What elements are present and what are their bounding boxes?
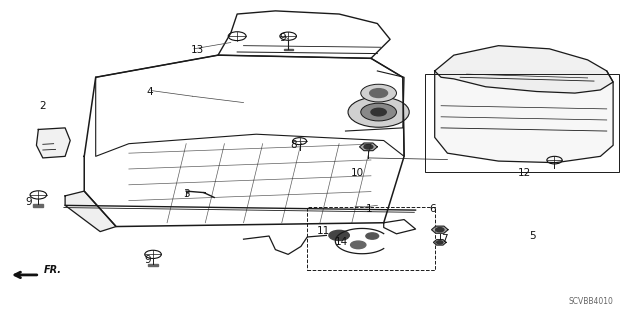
Polygon shape (65, 191, 116, 232)
Polygon shape (435, 71, 613, 163)
Circle shape (370, 89, 388, 98)
Bar (425, 74, 620, 172)
Polygon shape (433, 240, 446, 245)
Text: 8: 8 (290, 140, 297, 150)
Text: 2: 2 (40, 101, 46, 111)
Polygon shape (435, 46, 613, 93)
Text: 9: 9 (26, 197, 32, 207)
Text: 5: 5 (529, 231, 536, 241)
Bar (307, 207, 435, 270)
Circle shape (361, 103, 396, 121)
Text: 14: 14 (335, 237, 349, 247)
Polygon shape (36, 128, 70, 158)
Circle shape (361, 84, 396, 102)
Text: 1: 1 (366, 204, 372, 213)
Circle shape (366, 233, 379, 239)
Polygon shape (431, 226, 448, 233)
Bar (148, 264, 158, 266)
Circle shape (348, 97, 409, 127)
Text: 12: 12 (518, 168, 531, 178)
Text: 9: 9 (144, 255, 151, 265)
Circle shape (329, 230, 349, 241)
Circle shape (351, 241, 366, 249)
Text: 6: 6 (429, 204, 436, 214)
Text: 4: 4 (147, 86, 154, 97)
Circle shape (436, 241, 443, 244)
Text: FR.: FR. (44, 265, 61, 275)
Polygon shape (360, 143, 378, 151)
Text: 9: 9 (279, 33, 286, 43)
Text: SCVBB4010: SCVBB4010 (568, 297, 613, 306)
Text: 7: 7 (441, 234, 448, 244)
Bar (284, 48, 292, 50)
Text: 10: 10 (351, 168, 364, 178)
Text: 3: 3 (183, 189, 189, 199)
Circle shape (364, 145, 373, 149)
Circle shape (436, 228, 444, 232)
Text: 13: 13 (191, 45, 205, 56)
Bar (33, 204, 44, 207)
Text: 11: 11 (317, 226, 330, 236)
Circle shape (371, 108, 387, 116)
